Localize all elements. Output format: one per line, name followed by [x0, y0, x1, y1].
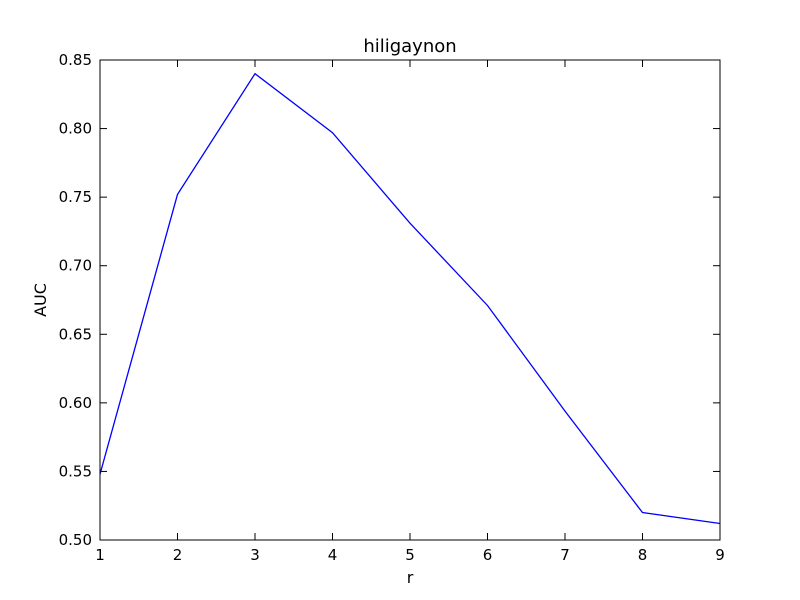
y-tick-label: 0.65 [59, 325, 92, 343]
chart-title: hiligaynon [363, 36, 456, 57]
y-tick-label: 0.60 [59, 394, 92, 412]
series-line [99, 72, 721, 525]
y-tick-label: 0.85 [59, 51, 92, 69]
x-tick-label: 5 [405, 546, 415, 564]
x-tick-label: 9 [715, 546, 725, 564]
y-axis-label: AUC [31, 283, 50, 317]
x-tick-label: 8 [638, 546, 648, 564]
y-tick-label: 0.80 [59, 120, 92, 138]
plot-frame [99, 59, 721, 541]
y-tick-label: 0.50 [59, 531, 92, 549]
y-tick-label: 0.75 [59, 188, 92, 206]
y-tick-label: 0.55 [59, 462, 92, 480]
x-tick-label: 1 [95, 546, 105, 564]
y-axis-ticks: 0.50 0.55 0.60 0.65 0.70 0.75 0.80 0.85 [59, 51, 720, 549]
x-tick-label: 2 [173, 546, 183, 564]
x-tick-label: 4 [328, 546, 338, 564]
y-tick-label: 0.70 [59, 257, 92, 275]
x-tick-label: 7 [560, 546, 570, 564]
x-tick-label: 3 [250, 546, 260, 564]
x-tick-label: 6 [483, 546, 493, 564]
x-axis-label: r [407, 568, 414, 587]
x-axis-ticks: 1 2 3 4 5 6 7 8 9 [95, 60, 725, 564]
